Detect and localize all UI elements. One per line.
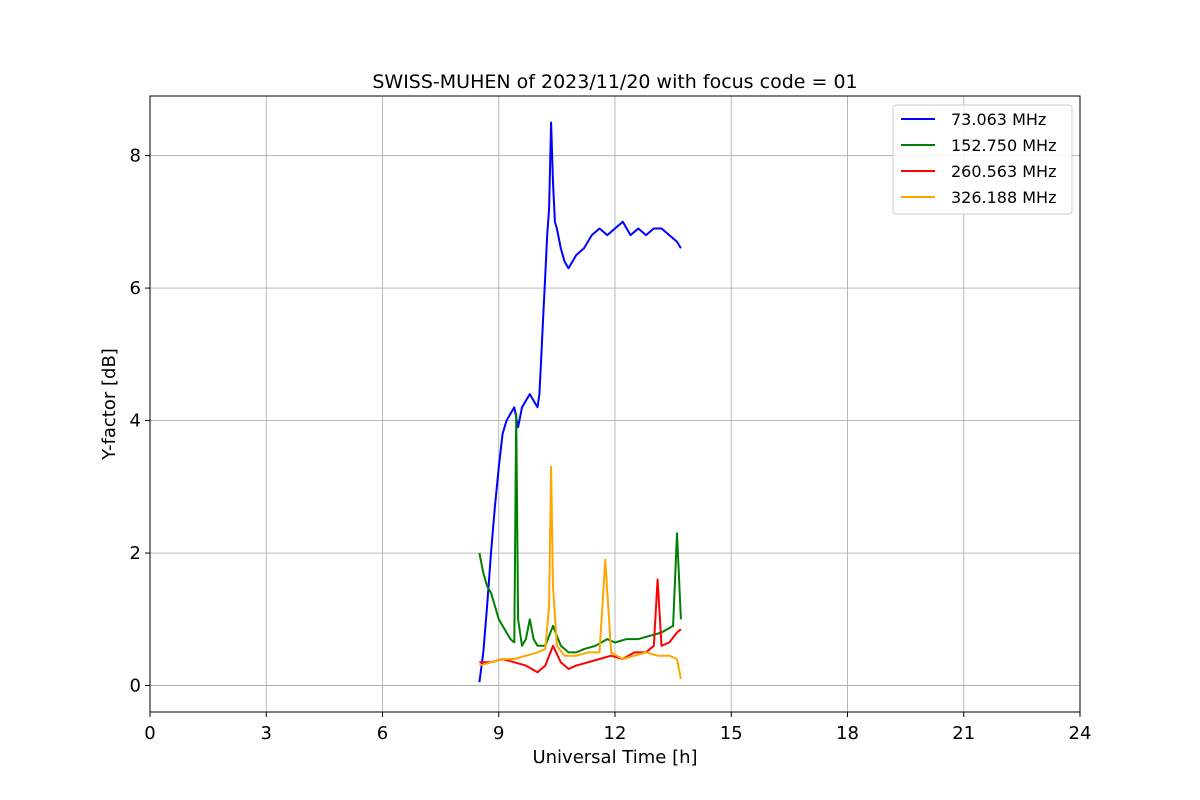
- x-tick-label: 9: [493, 723, 504, 744]
- y-tick-label: 6: [130, 278, 141, 299]
- y-tick-label: 4: [130, 411, 141, 432]
- x-tick-label: 24: [1069, 723, 1092, 744]
- x-tick-label: 18: [836, 723, 859, 744]
- series-line-2: [479, 578, 682, 674]
- x-tick-label: 15: [720, 723, 743, 744]
- series-lines: [478, 121, 682, 683]
- legend-label-2: 260.563 MHz: [951, 162, 1056, 181]
- y-axis-label: Y-factor [dB]: [99, 348, 120, 461]
- x-tick-label: 0: [144, 723, 155, 744]
- legend-label-1: 152.750 MHz: [951, 136, 1056, 155]
- y-tick-label: 8: [130, 146, 141, 167]
- x-tick-label: 21: [952, 723, 975, 744]
- x-axis-label: Universal Time [h]: [532, 747, 697, 768]
- legend: 73.063 MHz 152.750 MHz 260.563 MHz 326.188 …: [892, 104, 1073, 215]
- x-tick-label: 12: [604, 723, 627, 744]
- y-tick-label: 2: [130, 543, 141, 564]
- x-tick-label: 6: [377, 723, 388, 744]
- series-line-1: [478, 412, 682, 654]
- legend-label-0: 73.063 MHz: [951, 110, 1046, 129]
- legend-box: [892, 104, 1073, 215]
- legend-label-3: 326.188 MHz: [951, 188, 1056, 207]
- x-tick-label: 3: [261, 723, 272, 744]
- series-line-0: [478, 121, 682, 683]
- series-line-3: [479, 465, 682, 680]
- chart-title: SWISS-MUHEN of 2023/11/20 with focus cod…: [372, 71, 857, 93]
- y-tick-label: 0: [130, 676, 141, 697]
